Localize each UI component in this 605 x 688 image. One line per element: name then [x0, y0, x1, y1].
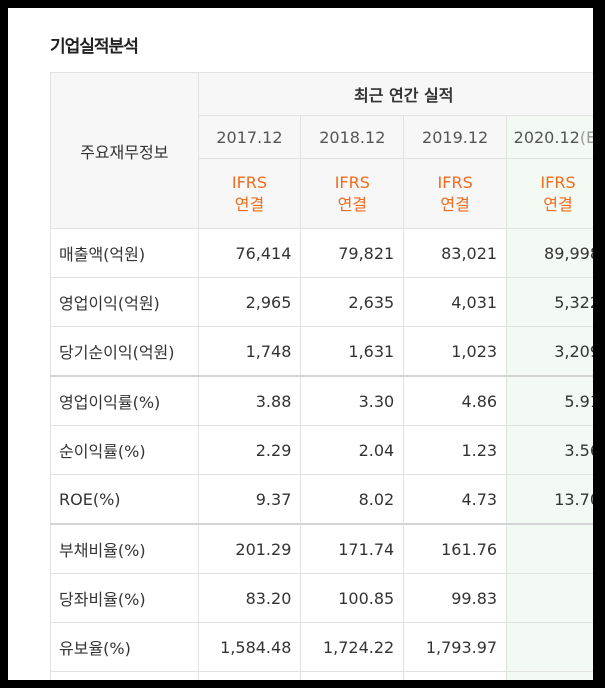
- value-cell: 201.29: [197, 523, 302, 574]
- value-cell: 5.91: [506, 375, 593, 426]
- value-cell: 13.70: [506, 474, 593, 525]
- value-cell: 83.20: [197, 573, 302, 623]
- value-cell: [506, 622, 593, 672]
- period: 2017.12: [216, 127, 283, 147]
- value-cell: 100.85: [300, 573, 405, 623]
- period: 2020.12: [513, 127, 580, 147]
- period-cell: 2017.12: [197, 115, 302, 159]
- standard: IFRS: [437, 172, 473, 192]
- value-cell: 4.86: [403, 375, 508, 426]
- value-cell: 8.02: [300, 474, 405, 525]
- row-label: 당좌비율(%): [50, 573, 199, 623]
- row-label: [50, 671, 199, 680]
- standard-cell: IFRS 연결: [403, 158, 508, 229]
- value-cell: [300, 671, 405, 680]
- value-cell: 76,414: [197, 228, 302, 278]
- value-cell: 171.74: [300, 523, 405, 574]
- data-row: 당좌비율(%) 83.20 100.85 99.83: [50, 573, 593, 623]
- standard: IFRS: [540, 172, 576, 192]
- period-suffix: (E): [579, 127, 593, 147]
- data-row: 영업이익률(%)3.883.304.865.91: [50, 375, 593, 426]
- value-cell: [506, 573, 593, 623]
- period-cell: 2020.12(E): [506, 115, 593, 159]
- period: 2018.12: [319, 127, 386, 147]
- value-cell: 3.88: [197, 375, 302, 426]
- row-label: 유보율(%): [50, 622, 199, 672]
- value-cell: 1,748: [197, 326, 302, 377]
- value-cell: 99.83: [403, 573, 508, 623]
- value-cell: [403, 671, 508, 680]
- value-cell: 1.23: [403, 425, 508, 475]
- row-label: ROE(%): [50, 474, 199, 525]
- value-cell: 161.76: [403, 523, 508, 574]
- row-label: 부채비율(%): [50, 523, 199, 574]
- group-header: 최근 연간 실적: [197, 72, 593, 116]
- value-cell: 4.73: [403, 474, 508, 525]
- financial-table: 주요재무정보 최근 연간 실적 2017.12 2018.12 2019.12 2020.…: [50, 72, 593, 680]
- consolidation: 연결: [234, 194, 265, 214]
- section-title: 기업실적분석: [50, 37, 139, 57]
- row-label: 순이익률(%): [50, 425, 199, 475]
- period: 2019.12: [422, 127, 489, 147]
- period-cell: 2019.12: [403, 115, 508, 159]
- value-cell: 3.56: [506, 425, 593, 475]
- value-cell: 4,031: [403, 277, 508, 327]
- standard: IFRS: [334, 172, 370, 192]
- row-label: 당기순이익(억원): [50, 326, 199, 377]
- panel: 기업실적분석 주요재무정보 최근 연간 실적 2017.12 2018.12 2019.…: [8, 8, 593, 680]
- standard-cell: IFRS 연결: [506, 158, 593, 229]
- value-cell: 89,998: [506, 228, 593, 278]
- data-row: [50, 671, 593, 680]
- consolidation: 연결: [337, 194, 368, 214]
- value-cell: 2,965: [197, 277, 302, 327]
- value-cell: 1,631: [300, 326, 405, 377]
- standard: IFRS: [231, 172, 268, 192]
- standard-row: IFRS 연결 IFRS 연결 IFRS 연결 IFRS 연결: [51, 158, 593, 229]
- row-label: 영업이익률(%): [50, 375, 199, 426]
- value-cell: 1,793.97: [403, 622, 508, 672]
- value-cell: 83,021: [403, 228, 508, 278]
- period-row: 2017.12 2018.12 2019.12 2020.12(E): [51, 115, 593, 159]
- value-cell: [506, 671, 593, 680]
- value-cell: [506, 523, 593, 574]
- value-cell: 1,584.48: [197, 622, 302, 672]
- value-cell: [197, 671, 302, 680]
- row-label: 매출액(억원): [50, 228, 199, 278]
- standard-cell: IFRS 연결: [300, 158, 405, 229]
- value-cell: 2.29: [197, 425, 302, 475]
- value-cell: 9.37: [197, 474, 302, 525]
- data-row: 유보율(%) 1,584.48 1,724.22 1,793.97: [50, 622, 593, 672]
- data-row: 순이익률(%)2.292.041.233.56: [50, 425, 593, 475]
- header-row: 주요재무정보 최근 연간 실적: [50, 72, 593, 229]
- value-cell: 3.30: [300, 375, 405, 426]
- value-cell: 79,821: [300, 228, 405, 278]
- row-header: 주요재무정보: [50, 72, 199, 229]
- row-label: 영업이익(억원): [50, 277, 199, 327]
- value-cell: 1,724.22: [300, 622, 405, 672]
- value-cell: 2.04: [300, 425, 405, 475]
- standard-cell: IFRS 연결: [197, 158, 302, 229]
- value-cell: 2,635: [300, 277, 405, 327]
- consolidation: 연결: [543, 194, 573, 214]
- period-cell: 2018.12: [300, 115, 405, 159]
- value-cell: 3,209: [506, 326, 593, 377]
- data-row: 부채비율(%) 201.29 171.74 161.76: [50, 523, 593, 574]
- value-cell: 5,322: [506, 277, 593, 327]
- consolidation: 연결: [440, 194, 470, 214]
- value-cell: 1,023: [403, 326, 508, 377]
- table-wrap: 주요재무정보 최근 연간 실적 2017.12 2018.12 2019.12 2020.…: [50, 72, 593, 680]
